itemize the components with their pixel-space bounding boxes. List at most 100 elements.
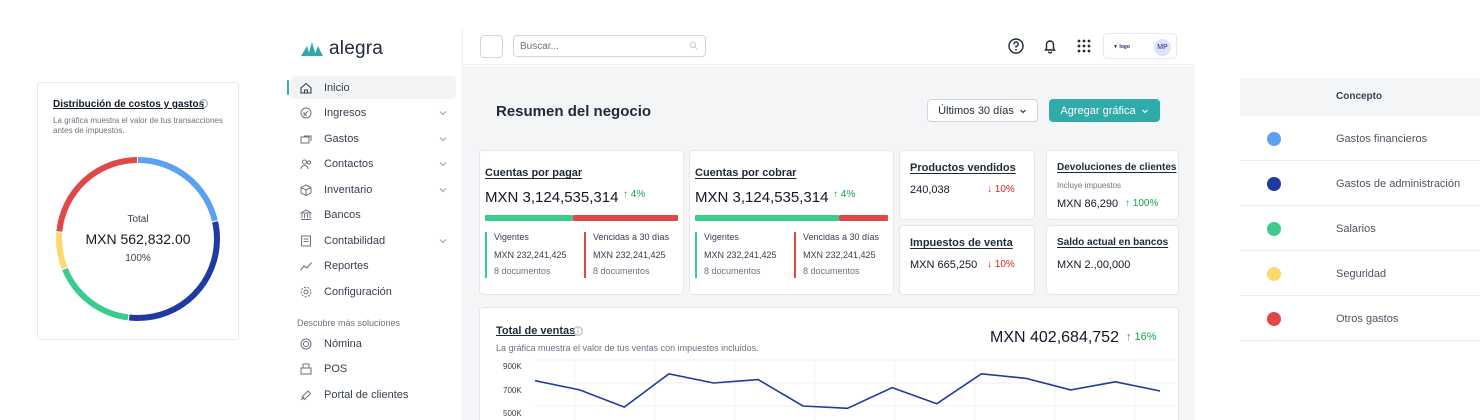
info-icon[interactable] <box>573 326 583 336</box>
y-tick-label: 900K <box>503 362 522 371</box>
sidebar-item-inventario[interactable]: Inventario <box>291 178 456 201</box>
sales-title[interactable]: Total de ventas <box>496 325 576 337</box>
sidebar-item-contactos[interactable]: Contactos <box>291 153 456 176</box>
sales-tax-card[interactable]: Impuestos de venta MXN 665,250 ↓ 10% <box>899 225 1035 295</box>
sales-tax-title[interactable]: Impuestos de venta <box>910 237 1013 249</box>
sidebar-item-label: Ingresos <box>324 107 367 119</box>
payables-current: Vigentes MXN 232,241,425 8 documentos <box>485 232 567 278</box>
bank-balance-card[interactable]: Saldo actual en bancos MXN 2.,00,000 <box>1046 225 1179 295</box>
company-logo: ▼ logo <box>1113 44 1130 50</box>
sales-amount: MXN 402,684,752 <box>990 329 1119 346</box>
home-icon <box>300 82 312 94</box>
payables-overdue-bar <box>573 215 678 221</box>
payables-current-bar <box>485 215 573 221</box>
payables-current-amount: MXN 232,241,425 <box>494 250 567 260</box>
returns-card[interactable]: Devoluciones de clientes Incluye impuest… <box>1046 150 1179 220</box>
sidebar-item-portal-de-clientes[interactable]: Portal de clientes <box>291 383 456 406</box>
sidebar-item-configuraci-n[interactable]: Configuración <box>291 280 456 303</box>
dashboard-main: Resumen del negocio Últimos 30 días Agre… <box>463 66 1195 420</box>
menu-toggle-button[interactable] <box>480 35 503 58</box>
bank-balance-title[interactable]: Saldo actual en bancos <box>1057 237 1169 248</box>
legend-color-dot <box>1267 222 1281 236</box>
period-dropdown[interactable]: Últimos 30 días <box>927 99 1038 122</box>
chart-line-icon <box>300 262 312 271</box>
concept-label: Salarios <box>1336 223 1376 235</box>
receivables-overdue: Vencidas a 30 días MXN 232,241,425 8 doc… <box>794 232 879 278</box>
payables-card[interactable]: Cuentas por pagar MXN 3,124,535,314 ↑ 4%… <box>479 150 684 295</box>
receivables-amount: MXN 3,124,535,314 <box>695 189 829 206</box>
sales-series-line[interactable] <box>535 372 1161 410</box>
sidebar-item-contabilidad[interactable]: Contabilidad <box>291 229 456 252</box>
returns-title[interactable]: Devoluciones de clientes <box>1057 162 1177 173</box>
add-chart-label: Agregar gráfica <box>1060 104 1136 117</box>
sidebar-item-ingresos[interactable]: Ingresos <box>291 102 456 125</box>
payables-current-docs: 8 documentos <box>494 266 551 276</box>
payables-title[interactable]: Cuentas por pagar <box>485 167 583 179</box>
chevron-down-icon[interactable] <box>438 159 448 169</box>
concept-label: Gastos de administración <box>1336 178 1461 190</box>
company-switcher[interactable]: ▼ logo MP <box>1103 33 1177 59</box>
apps-grid-icon[interactable] <box>1075 37 1093 55</box>
donut-total-value: MXN 562,832.00 <box>85 231 191 247</box>
bank-balance-value: MXN 2.,00,000 <box>1057 259 1131 271</box>
avatar[interactable]: MP <box>1154 39 1171 56</box>
sidebar: alegra Inicio Ingresos Gastos Contactos Inve… <box>285 28 463 420</box>
bank-icon <box>299 209 313 220</box>
sidebar-item-label: POS <box>324 363 348 375</box>
sales-subtitle: La gráfica muestra el valor de tus venta… <box>496 343 759 353</box>
payables-overdue-amount: MXN 232,241,425 <box>593 250 666 260</box>
receivables-current-bar <box>695 215 839 221</box>
payables-amount: MXN 3,124,535,314 <box>485 189 619 206</box>
alegra-logo[interactable]: alegra <box>299 38 383 60</box>
sales-card[interactable] <box>479 307 1179 420</box>
concept-row: Gastos de administración <box>1240 161 1480 206</box>
concept-label: Gastos financieros <box>1336 133 1428 145</box>
page-title: Resumen del negocio <box>496 103 652 120</box>
chevron-down-icon <box>1020 109 1026 113</box>
donut-segment[interactable] <box>56 157 220 321</box>
chevron-down-icon <box>1141 109 1148 113</box>
donut-segment[interactable] <box>56 157 220 321</box>
sidebar-item-label: Configuración <box>324 285 392 298</box>
payables-current-label: Vigentes <box>494 232 529 242</box>
products-sold-title[interactable]: Productos vendidos <box>910 162 1016 174</box>
sidebar-item-gastos[interactable]: Gastos <box>291 127 456 150</box>
receivables-card[interactable]: Cuentas por cobrar MXN 3,124,535,314 ↑ 4… <box>689 150 894 295</box>
sidebar-item-label: Inventario <box>324 183 373 196</box>
sidebar-item-label: Inicio <box>324 81 350 94</box>
payables-overdue-label: Vencidas a 30 días <box>593 232 670 242</box>
app-window: alegra Inicio Ingresos Gastos Contactos Inve… <box>285 28 1195 420</box>
chevron-down-icon[interactable] <box>438 134 448 144</box>
legend-color-dot <box>1267 312 1281 326</box>
add-chart-button[interactable]: Agregar gráfica <box>1049 99 1160 122</box>
y-tick-label: 700K <box>503 386 522 395</box>
help-icon[interactable] <box>1007 37 1025 55</box>
sidebar-item-bancos[interactable]: Bancos <box>291 204 456 227</box>
search-input[interactable] <box>513 35 706 57</box>
concept-row: Salarios <box>1240 206 1480 251</box>
info-icon[interactable]: i <box>199 99 208 108</box>
sidebar-item-label: Portal de clientes <box>324 388 409 401</box>
sidebar-item-n-mina[interactable]: Nómina <box>291 332 456 355</box>
sales-tax-trend: ↓ 10% <box>987 259 1015 270</box>
income-icon <box>300 107 312 119</box>
donut-subtitle: La gráfica muestra el valor de tus trans… <box>53 116 223 135</box>
receivables-current-label: Vigentes <box>704 232 739 242</box>
bell-icon[interactable] <box>1041 37 1059 55</box>
donut-title[interactable]: Distribución de costos y gastos <box>53 99 205 110</box>
sidebar-item-inicio[interactable]: Inicio <box>287 76 456 99</box>
products-sold-value: 240,038 <box>910 184 950 196</box>
products-sold-card[interactable]: Productos vendidos 240,038 ↓ 10% <box>899 150 1035 220</box>
products-sold-trend: ↓ 10% <box>987 184 1015 195</box>
donut-segment[interactable] <box>56 157 220 321</box>
chevron-down-icon[interactable] <box>438 108 448 118</box>
sidebar-item-pos[interactable]: POS <box>291 358 456 381</box>
payables-overdue: Vencidas a 30 días MXN 232,241,425 8 doc… <box>584 232 669 278</box>
sidebar-item-reportes[interactable]: Reportes <box>291 255 456 278</box>
chevron-down-icon[interactable] <box>438 185 448 195</box>
receivables-trend: ↑ 4% <box>833 189 856 200</box>
receivables-title[interactable]: Cuentas por cobrar <box>695 167 797 179</box>
receivables-current: Vigentes MXN 232,241,425 8 documentos <box>695 232 777 278</box>
chevron-down-icon[interactable] <box>438 236 448 246</box>
sales-trend: ↑ 16% <box>1126 331 1157 343</box>
